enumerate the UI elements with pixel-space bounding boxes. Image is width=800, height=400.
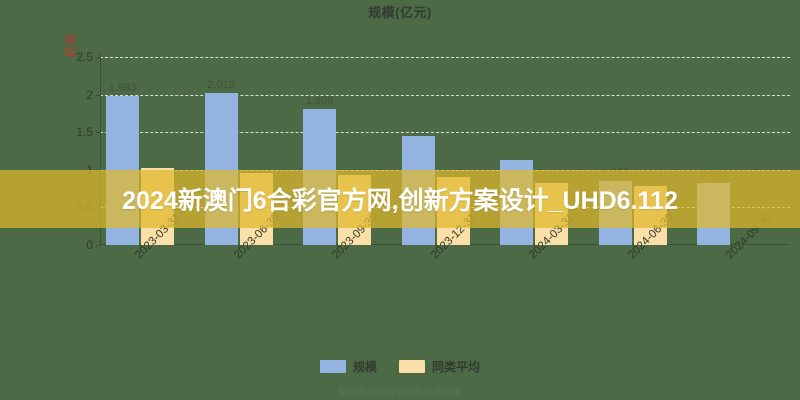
x-tick-mark xyxy=(337,245,339,250)
y-tick-mark xyxy=(96,132,101,134)
bar-group: 0.857 2024-06-30 xyxy=(598,57,698,261)
y-tick-mark xyxy=(96,245,101,246)
x-tick-mark xyxy=(238,245,240,250)
bar-value-label: 1.809 xyxy=(305,94,334,107)
gridline xyxy=(100,132,790,134)
x-tick-mark xyxy=(435,245,437,250)
y-tick-label: 0 xyxy=(86,238,93,252)
y-tick-label: 2.5 xyxy=(76,50,93,64)
x-tick-mark xyxy=(534,245,536,250)
bar-group: 1.809 2023-09-30 xyxy=(303,57,402,261)
legend-label: 同类平均 xyxy=(432,360,481,374)
bar-group: 2.019 2023-06-30 xyxy=(204,57,304,261)
chart-title: 规模(亿元) xyxy=(368,5,432,20)
legend-item[interactable]: 同类平均 xyxy=(399,358,480,375)
y-tick-mark xyxy=(96,169,101,171)
y-tick-mark xyxy=(96,94,101,96)
bar-value-label: 1.983 xyxy=(108,81,137,94)
bar-value-label: 0.822 xyxy=(700,169,728,182)
bar-group: 1.983 2023-03-31 xyxy=(106,57,205,261)
gridline xyxy=(100,94,790,96)
y-tick-label: 1 xyxy=(86,162,93,177)
y-tick-label: 2 xyxy=(86,87,93,102)
bar-primary[interactable] xyxy=(500,160,534,245)
bar-primary[interactable]: 2.019 xyxy=(204,79,238,245)
bar-primary[interactable]: 0.857 xyxy=(598,167,632,245)
y-tick-mark xyxy=(96,57,101,58)
x-tick-label: 2024-09-30 xyxy=(724,211,775,262)
gridline xyxy=(100,57,790,58)
bar-value-label: 0.857 xyxy=(601,166,630,179)
bar-group: 2023-12-31 xyxy=(401,57,501,261)
x-tick-mark xyxy=(632,245,634,250)
bar-primary[interactable] xyxy=(401,135,435,245)
legend-label: 规模 xyxy=(352,360,377,374)
x-tick-mark xyxy=(140,245,141,250)
footer-note: 制图数据来自恒生聚源数据库 xyxy=(338,387,462,397)
legend-item[interactable]: 规模 xyxy=(319,358,377,375)
plot-area: 0 0.5 1 1.5 2 2.5 1.983 2023-03-31 2.019 2023-06… xyxy=(76,50,790,261)
bar-value-label: 2.019 xyxy=(207,79,235,92)
bar-primary[interactable]: 1.983 xyxy=(106,82,139,245)
chart-legend: 规模 同类平均 xyxy=(0,358,800,375)
y-tick-mark xyxy=(96,207,101,209)
bar-primary[interactable]: 0.822 xyxy=(697,169,731,245)
bar-primary[interactable]: 1.809 xyxy=(303,95,337,245)
y-tick-label: 0.5 xyxy=(76,200,93,215)
legend-swatch-icon xyxy=(399,360,425,373)
bar-group: 2024-03-31 xyxy=(500,57,599,261)
legend-swatch-icon xyxy=(319,360,346,373)
y-tick-label: 1.5 xyxy=(76,125,93,140)
x-tick-mark xyxy=(731,245,733,250)
y-axis-line xyxy=(100,54,101,245)
bar-group: 0.822 2024-09-30 xyxy=(697,57,796,261)
